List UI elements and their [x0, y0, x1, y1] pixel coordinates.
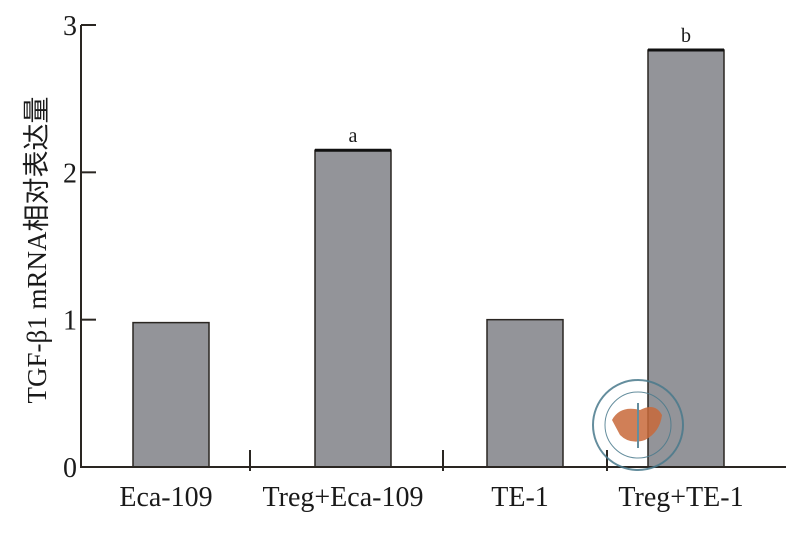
significance-label: a: [349, 125, 358, 147]
y-axis-label: TGF-β1 mRNA相对表达量: [22, 97, 52, 404]
y-tick-label: 0: [63, 453, 77, 484]
bar-TE-1: [486, 318, 564, 468]
x-tick-label: Treg+TE-1: [618, 482, 743, 513]
x-tick-label: Treg+Eca-109: [263, 482, 424, 513]
bar-Treg+Eca-109: [314, 149, 392, 468]
x-tick-label: TE-1: [491, 482, 549, 513]
bar-Eca-109: [132, 321, 210, 468]
watermark-seal: [592, 379, 684, 471]
y-tick-label: 1: [63, 306, 77, 337]
bar-Treg+TE-1: [647, 49, 725, 468]
y-tick-label: 3: [63, 11, 77, 42]
x-tick-label: Eca-109: [119, 482, 212, 513]
y-tick-label: 2: [63, 158, 77, 189]
significance-label: b: [681, 25, 691, 47]
